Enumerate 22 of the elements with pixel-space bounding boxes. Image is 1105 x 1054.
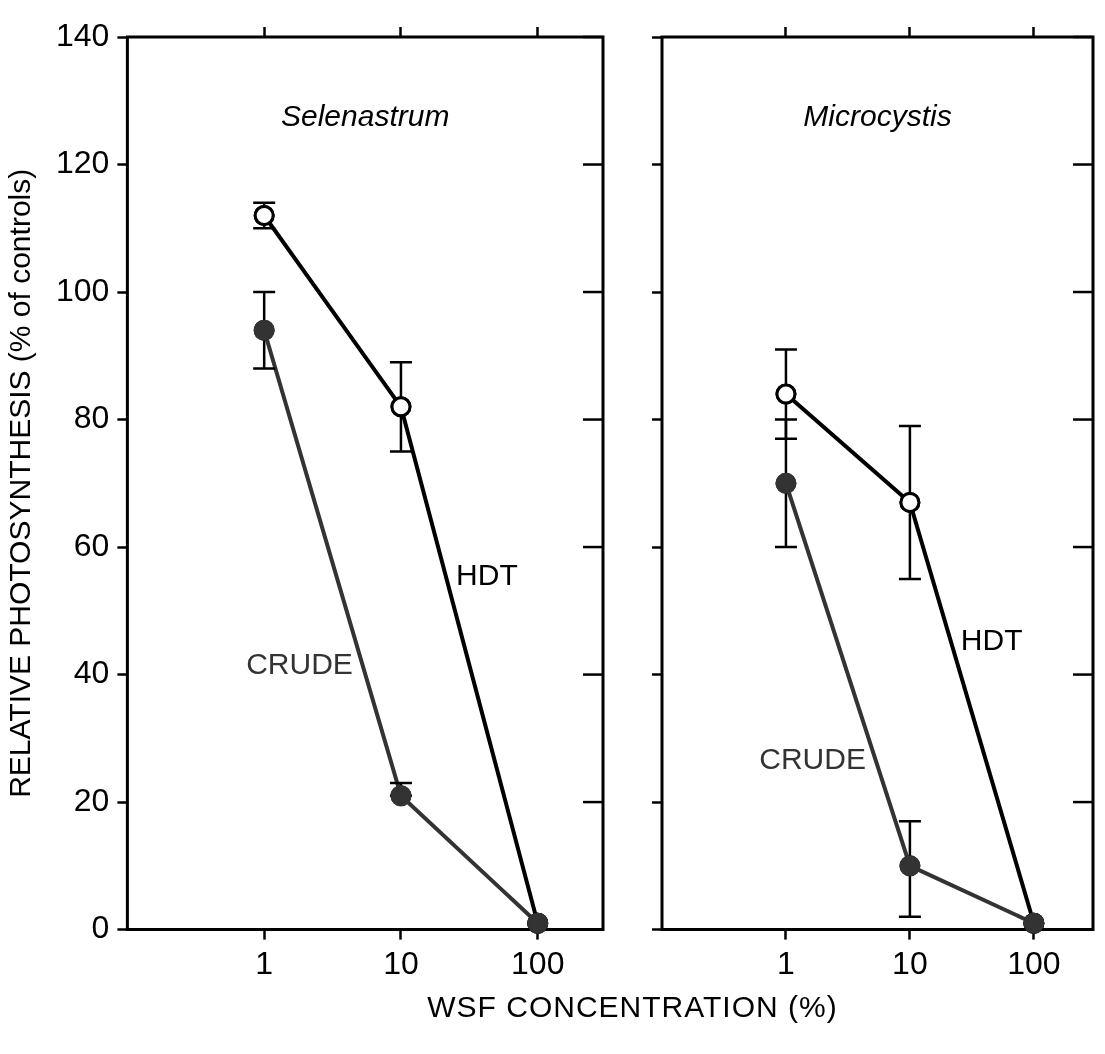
x-tick-label: 1 [255, 944, 274, 981]
y-tick-label: 120 [56, 144, 110, 181]
series-label: HDT [960, 622, 1023, 656]
y-tick-label: 40 [73, 654, 110, 691]
series-label: HDT [456, 558, 518, 592]
x-tick-label: 1 [777, 944, 795, 981]
series-label: CRUDE [246, 647, 353, 681]
x-tick-label: 10 [892, 944, 928, 981]
x-tick-label: 100 [1007, 944, 1061, 981]
y-tick-label: 60 [73, 526, 110, 563]
y-tick-label: 140 [56, 16, 110, 53]
series-label: CRUDE [759, 742, 866, 776]
y-tick-label: 80 [73, 399, 110, 436]
y-axis-title: RELATIVE PHOTOSYNTHESIS (% of controls) [3, 168, 37, 798]
y-tick-label: 20 [73, 781, 110, 818]
x-axis-title: WSF CONCENTRATION (%) [426, 990, 839, 1024]
text: Selenastrum [280, 98, 450, 132]
y-tick-label: 100 [56, 271, 110, 308]
text: Microcystis [803, 98, 952, 132]
x-tick-label: 10 [383, 944, 419, 981]
x-tick-label: 100 [511, 944, 565, 981]
y-tick-label: 0 [91, 909, 110, 946]
